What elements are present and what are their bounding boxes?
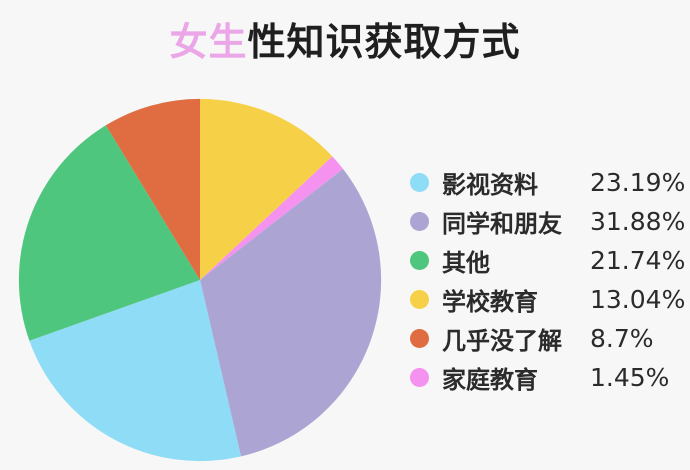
title-highlight: 女生 [169,20,248,64]
legend-item: 家庭教育 1.45% [410,358,685,397]
legend: 影视资料 23.19% 同学和朋友 31.88% 其他 21.74% 学校教育 13.04% 几… [410,163,685,397]
legend-value: 21.74% [590,246,686,275]
legend-item: 影视资料 23.19% [410,163,685,202]
legend-item: 几乎没了解 8.7% [410,319,685,358]
pie-slice-家庭教育 [200,156,344,280]
pie-chart [18,98,382,462]
legend-label: 同学和朋友 [442,210,562,238]
pie-slice-其他 [18,125,200,341]
legend-value: 31.88% [590,207,686,236]
pie-slice-同学和朋友 [200,168,382,457]
legend-value: 13.04% [590,285,686,314]
chart-title: 女生性知识获取方式 [0,20,690,64]
legend-value: 23.19% [590,168,686,197]
legend-value: 1.45% [590,363,670,392]
title-rest: 性知识获取方式 [247,20,521,64]
pie-svg [18,98,382,462]
legend-swatch [410,212,429,231]
legend-swatch [410,251,429,270]
legend-swatch [410,329,429,348]
legend-item: 其他 21.74% [410,241,685,280]
legend-item: 学校教育 13.04% [410,280,685,319]
legend-label: 其他 [442,249,490,277]
legend-swatch [410,368,429,387]
legend-label: 几乎没了解 [442,327,562,355]
legend-value: 8.7% [590,324,654,353]
legend-swatch [410,173,429,192]
pie-slice-影视资料 [29,280,241,462]
legend-label: 家庭教育 [442,366,538,394]
legend-item: 同学和朋友 31.88% [410,202,685,241]
legend-swatch [410,290,429,309]
legend-label: 影视资料 [442,171,538,199]
pie-slice-学校教育 [200,98,333,280]
pie-slice-几乎没了解 [105,98,200,280]
legend-label: 学校教育 [442,288,538,316]
